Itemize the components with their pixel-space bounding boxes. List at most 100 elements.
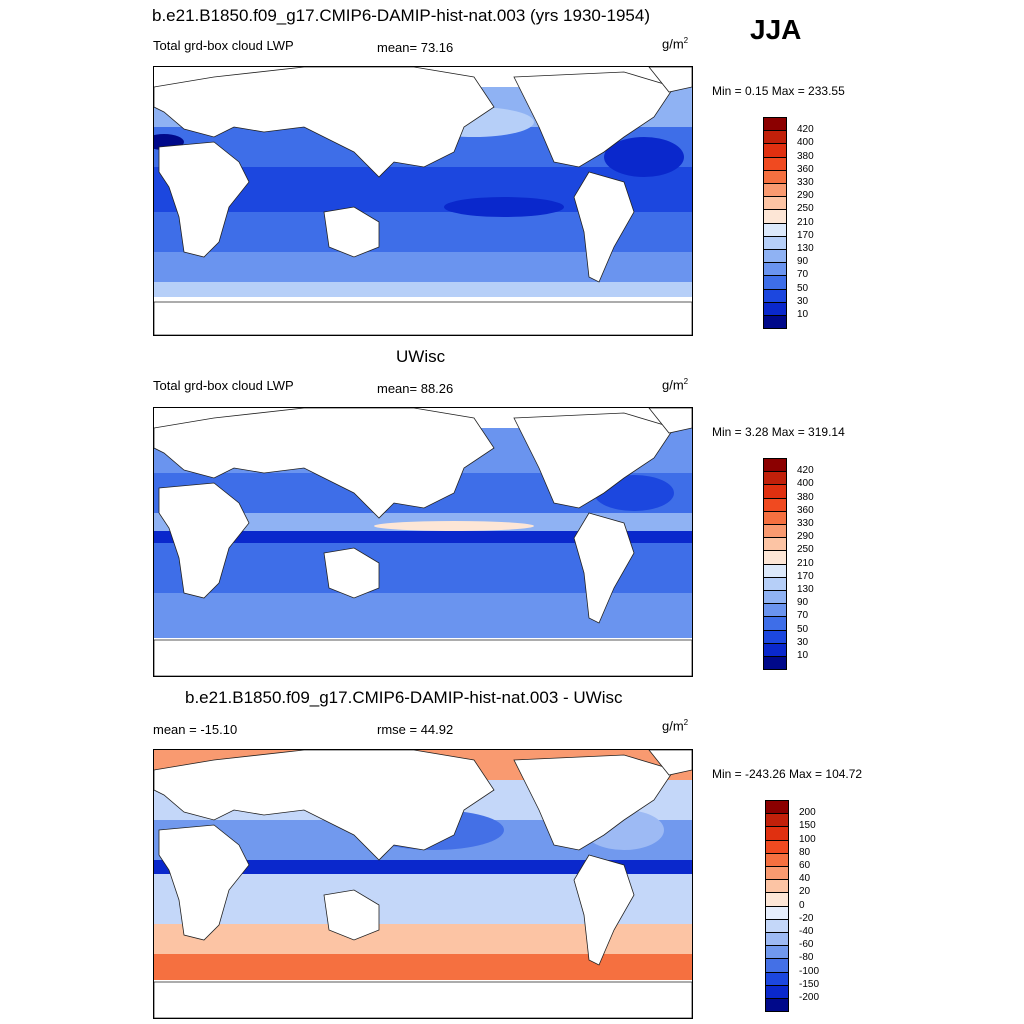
colorbar-swatch	[763, 603, 787, 617]
panel-3-title: b.e21.B1850.f09_g17.CMIP6-DAMIP-hist-nat…	[185, 688, 622, 708]
colorbar-swatch	[765, 932, 789, 946]
colorbar-swatch	[765, 892, 789, 906]
colorbar-label: 90	[797, 256, 808, 267]
panel-2-map-canvas	[154, 408, 692, 676]
colorbar-swatch	[765, 800, 789, 814]
panel-3-mean: mean = -15.10	[153, 722, 237, 737]
colorbar-swatch	[763, 315, 787, 329]
panel-2-minmax: Min = 3.28 Max = 319.14	[712, 425, 845, 439]
panel-1-mean: mean= 73.16	[377, 40, 453, 55]
colorbar-swatch	[763, 564, 787, 578]
colorbar-swatch	[765, 826, 789, 840]
colorbar-label: 250	[797, 203, 814, 214]
panel-1-map-canvas	[154, 67, 692, 335]
colorbar-swatch	[763, 590, 787, 604]
colorbar-swatch	[763, 223, 787, 237]
colorbar-swatch	[765, 906, 789, 920]
colorbar-swatch	[763, 550, 787, 564]
colorbar-swatch	[765, 945, 789, 959]
panel-1-units: g/m2	[662, 36, 688, 51]
colorbar-label: 130	[797, 243, 814, 254]
colorbar-swatch	[763, 616, 787, 630]
colorbar-swatch	[763, 630, 787, 644]
colorbar-swatch	[763, 524, 787, 538]
colorbar-label: 50	[797, 624, 808, 635]
colorbar-label: 70	[797, 269, 808, 280]
colorbar-swatch	[763, 262, 787, 276]
panel-1-map	[153, 66, 693, 336]
panel-3-rmse: rmse = 44.92	[377, 722, 453, 737]
colorbar-swatch	[763, 458, 787, 472]
colorbar-swatch	[763, 302, 787, 316]
colorbar-swatch	[763, 289, 787, 303]
colorbar-label: 400	[797, 137, 814, 148]
colorbar-label: 80	[799, 847, 810, 858]
colorbar-label: 40	[799, 873, 810, 884]
panel-2-title: UWisc	[396, 347, 445, 367]
colorbar-swatch	[765, 879, 789, 893]
colorbar-label: 60	[799, 860, 810, 871]
colorbar-swatch	[765, 972, 789, 986]
colorbar-label: 200	[799, 807, 816, 818]
colorbar-swatch	[765, 853, 789, 867]
colorbar-swatch	[763, 577, 787, 591]
panel-1-field-label: Total grd-box cloud LWP	[153, 38, 294, 53]
colorbar-swatch	[763, 511, 787, 525]
colorbar-swatch	[763, 143, 787, 157]
colorbar-label: 50	[797, 283, 808, 294]
colorbar-label: 360	[797, 505, 814, 516]
colorbar-label: 420	[797, 124, 814, 135]
colorbar-label: 380	[797, 492, 814, 503]
colorbar-label: 210	[797, 217, 814, 228]
colorbar-swatch	[765, 998, 789, 1012]
colorbar-label: 70	[797, 610, 808, 621]
colorbar-label: 130	[797, 584, 814, 595]
colorbar-swatch	[763, 498, 787, 512]
colorbar-label: 20	[799, 886, 810, 897]
colorbar-label: 360	[797, 164, 814, 175]
colorbar-label: 170	[797, 230, 814, 241]
colorbar-label: -100	[799, 966, 819, 977]
colorbar-swatch	[765, 813, 789, 827]
panel-3-units: g/m2	[662, 718, 688, 733]
panel-3-map	[153, 749, 693, 1019]
colorbar-swatch	[765, 958, 789, 972]
colorbar-swatch	[763, 275, 787, 289]
colorbar-swatch	[765, 985, 789, 999]
colorbar-label: 30	[797, 637, 808, 648]
colorbar-label: -200	[799, 992, 819, 1003]
colorbar-label: 10	[797, 309, 808, 320]
colorbar-swatch	[763, 471, 787, 485]
colorbar-label: 210	[797, 558, 814, 569]
colorbar-label: -150	[799, 979, 819, 990]
panel-1-colorbar: 420 400 380 360 330 290 250 210 170 130 90 70 50 30 10	[763, 117, 823, 329]
colorbar-label: -40	[799, 926, 813, 937]
colorbar-swatch	[763, 656, 787, 670]
colorbar-swatch	[763, 170, 787, 184]
colorbar-swatch	[763, 484, 787, 498]
panel-3-map-canvas	[154, 750, 692, 1018]
colorbar-swatch	[763, 196, 787, 210]
colorbar-label: 380	[797, 151, 814, 162]
colorbar-label: 0	[799, 900, 805, 911]
colorbar-swatch	[763, 183, 787, 197]
panel-3-minmax: Min = -243.26 Max = 104.72	[712, 767, 862, 781]
colorbar-label: 290	[797, 531, 814, 542]
colorbar-label: 290	[797, 190, 814, 201]
colorbar-swatch	[765, 866, 789, 880]
colorbar-label: 330	[797, 177, 814, 188]
colorbar-label: 100	[799, 834, 816, 845]
panel-2-map	[153, 407, 693, 677]
colorbar-swatch	[763, 643, 787, 657]
panel-2-units: g/m2	[662, 377, 688, 392]
colorbar-label: 150	[799, 820, 816, 831]
colorbar-swatch	[763, 537, 787, 551]
colorbar-label: 330	[797, 518, 814, 529]
colorbar-swatch	[765, 840, 789, 854]
colorbar-swatch	[763, 130, 787, 144]
season-label: JJA	[750, 14, 801, 46]
colorbar-label: 170	[797, 571, 814, 582]
colorbar-label: -20	[799, 913, 813, 924]
colorbar-label: 10	[797, 650, 808, 661]
panel-2-colorbar: 420 400 380 360 330 290 250 210 170 130 90 70 50 30 10	[763, 458, 823, 670]
